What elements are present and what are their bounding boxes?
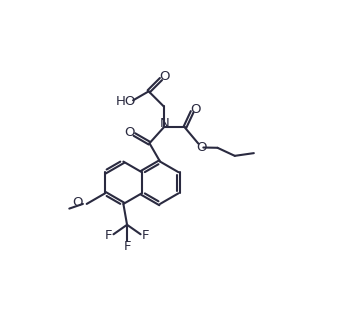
Text: O: O <box>124 126 134 139</box>
Text: F: F <box>142 229 149 242</box>
Text: O: O <box>73 196 83 209</box>
Text: O: O <box>196 141 206 154</box>
Text: O: O <box>159 70 170 83</box>
Text: O: O <box>190 103 201 116</box>
Text: F: F <box>105 229 113 242</box>
Text: HO: HO <box>115 95 136 108</box>
Text: F: F <box>123 240 131 253</box>
Text: N: N <box>159 117 169 130</box>
